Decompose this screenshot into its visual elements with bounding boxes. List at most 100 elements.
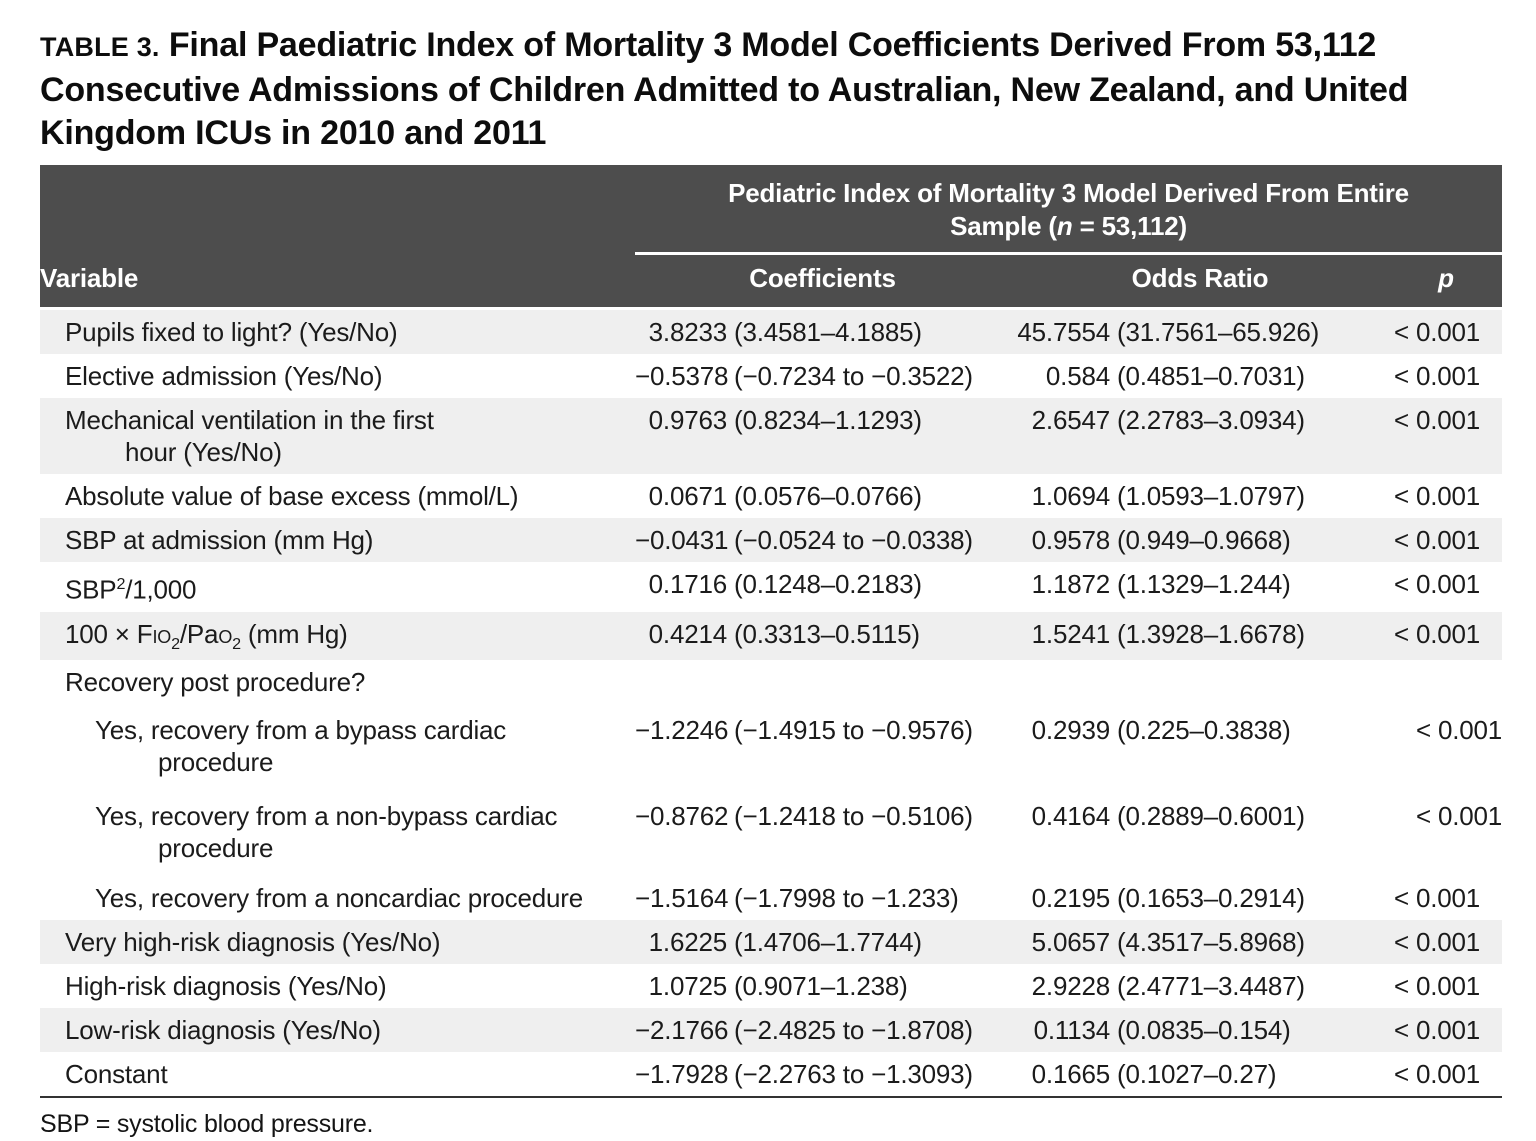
p-value-cell: < 0.001 (1390, 963, 1503, 1008)
column-header-coefficients: Coefficients (635, 253, 1010, 310)
coefficients-cell: −1.2246 (−1.4915 to −0.9576) (635, 703, 1010, 790)
odds-ratio-cell: 1.0694 (1.0593–1.0797) (1010, 474, 1390, 518)
p-value-cell (1390, 659, 1503, 704)
coefficients-cell (635, 659, 1010, 704)
coefficients-cell: 0.1716 (0.1248–0.2183) (635, 562, 1010, 612)
table-row: Pupils fixed to light? (Yes/No) 3.8233 (3.… (40, 308, 1503, 354)
table-row: SBP2/1,000 0.1716 (0.1248–0.2183) 1.1872 (1.… (40, 562, 1503, 612)
column-header-odds-ratio: Odds Ratio (1010, 253, 1390, 310)
odds-ratio-cell: 0.1134 (0.0835–0.154) (1010, 1007, 1390, 1052)
variable-cell: Low-risk diagnosis (Yes/No) (40, 1007, 635, 1052)
variable-label: SBP at admission (mm Hg) (65, 525, 374, 555)
table-row: 100 × Fio2/Pao2 (mm Hg) 0.4214 (0.3313–0.5… (40, 611, 1503, 660)
column-header-variable: Variable (40, 253, 635, 310)
variable-cell: Yes, recovery from a bypass cardiac proc… (40, 703, 635, 790)
odds-ratio-cell: 5.0657 (4.3517–5.8968) (1010, 919, 1390, 964)
variable-label: Absolute value of base excess (mmol/L) (65, 481, 519, 511)
p-value-cell: < 0.001 (1390, 308, 1503, 354)
odds-ratio-cell: 1.5241 (1.3928–1.6678) (1010, 611, 1390, 660)
p-value-cell: < 0.001 (1390, 789, 1502, 876)
coefficients-cell: 0.4214 (0.3313–0.5115) (635, 611, 1010, 660)
table-row: Mechanical ventilation in the first hour… (40, 398, 1503, 474)
variable-label: SBP2/1,000 (65, 574, 197, 605)
table-row: Yes, recovery from a noncardiac procedur… (40, 875, 1503, 920)
p-value-cell: < 0.001 (1390, 1007, 1503, 1052)
table-title-text: Final Paediatric Index of Mortality 3 Mo… (40, 26, 1409, 152)
p-value-cell: < 0.001 (1390, 398, 1503, 474)
variable-label: Pupils fixed to light? (Yes/No) (65, 317, 398, 347)
coefficients-cell: −1.7928 (−2.2763 to −1.3093) (635, 1051, 1010, 1098)
odds-ratio-cell: 2.9228 (2.4771–3.4487) (1010, 963, 1390, 1008)
p-value-cell: < 0.001 (1390, 703, 1502, 790)
coefficients-cell: −0.8762 (−1.2418 to −0.5106) (635, 789, 1010, 876)
coefficients-cell: 0.0671 (0.0576–0.0766) (635, 474, 1010, 518)
odds-ratio-cell: 45.7554 (31.7561–65.926) (1010, 308, 1390, 354)
variable-label: Mechanical ventilation in the first hour… (65, 405, 434, 467)
variable-label: 100 × Fio2/Pao2 (mm Hg) (65, 618, 348, 654)
variable-cell: 100 × Fio2/Pao2 (mm Hg) (40, 611, 635, 660)
table-row: Elective admission (Yes/No) −0.5378 (−0.72… (40, 354, 1503, 398)
p-value-cell: < 0.001 (1390, 875, 1503, 920)
p-value-cell: < 0.001 (1390, 518, 1503, 562)
variable-cell: Yes, recovery from a non-bypass cardiac … (40, 789, 635, 876)
coefficients-cell: 1.6225 (1.4706–1.7744) (635, 919, 1010, 964)
table-number-label: TABLE 3. (40, 32, 160, 62)
variable-cell: Mechanical ventilation in the first hour… (40, 398, 635, 474)
variable-cell: Yes, recovery from a noncardiac procedur… (40, 875, 635, 920)
odds-ratio-cell: 0.1665 (0.1027–0.27) (1010, 1051, 1390, 1098)
variable-label: Recovery post procedure? (65, 666, 366, 697)
p-value-cell: < 0.001 (1390, 354, 1503, 398)
p-value-cell: < 0.001 (1390, 611, 1503, 660)
variable-cell: SBP at admission (mm Hg) (40, 518, 635, 562)
odds-ratio-cell: 2.6547 (2.2783–3.0934) (1010, 398, 1390, 474)
coefficients-cell: 3.8233 (3.4581–4.1885) (635, 308, 1010, 354)
variable-cell: Very high-risk diagnosis (Yes/No) (40, 919, 635, 964)
table-row: Absolute value of base excess (mmol/L) 0.… (40, 474, 1503, 518)
variable-cell: High-risk diagnosis (Yes/No) (40, 963, 635, 1008)
odds-ratio-cell: 0.2939 (0.225–0.3838) (1010, 703, 1390, 790)
table-row: Recovery post procedure? (40, 659, 1503, 704)
header-corner-cell (40, 165, 635, 254)
variable-label: Very high-risk diagnosis (Yes/No) (65, 926, 441, 957)
p-value-cell: < 0.001 (1390, 1051, 1503, 1098)
p-value-cell: < 0.001 (1390, 474, 1503, 518)
coefficients-cell: −0.0431 (−0.0524 to −0.0338) (635, 518, 1010, 562)
table-row: Low-risk diagnosis (Yes/No) −2.1766 (−2.48… (40, 1007, 1503, 1052)
table-row: Yes, recovery from a bypass cardiac proc… (40, 703, 1502, 790)
variable-cell: Pupils fixed to light? (Yes/No) (40, 308, 635, 354)
odds-ratio-cell: 0.2195 (0.1653–0.2914) (1010, 875, 1390, 920)
model-span-header: Pediatric Index of Mortality 3 Model Der… (635, 165, 1503, 255)
table-footnote: SBP = systolic blood pressure. (40, 1109, 374, 1138)
table-row: Yes, recovery from a non-bypass cardiac … (40, 789, 1502, 876)
table-row: SBP at admission (mm Hg) −0.0431 (−0.0524 … (40, 518, 1503, 562)
variable-label: Yes, recovery from a non-bypass cardiac … (95, 800, 558, 863)
odds-ratio-cell (1010, 659, 1390, 704)
coefficients-cell: −1.5164 (−1.7998 to −1.233) (635, 875, 1010, 920)
variable-label: High-risk diagnosis (Yes/No) (65, 970, 387, 1001)
variable-label: Low-risk diagnosis (Yes/No) (65, 1014, 381, 1045)
variable-cell: Absolute value of base excess (mmol/L) (40, 474, 635, 518)
table-title: TABLE 3. Final Paediatric Index of Morta… (40, 24, 1502, 155)
column-header-p: p (1390, 253, 1503, 310)
column-header-row: Variable Coefficients Odds Ratio p (40, 253, 1503, 310)
p-value-cell: < 0.001 (1390, 919, 1503, 964)
variable-label: Elective admission (Yes/No) (65, 361, 383, 391)
odds-ratio-cell: 0.9578 (0.949–0.9668) (1010, 518, 1390, 562)
variable-label: Yes, recovery from a noncardiac procedur… (95, 882, 583, 913)
coefficients-cell: −0.5378 (−0.7234 to −0.3522) (635, 354, 1010, 398)
coefficients-cell: −2.1766 (−2.4825 to −1.8708) (635, 1007, 1010, 1052)
table-body: Pupils fixed to light? (Yes/No) 3.8233 (3.… (40, 308, 1503, 1098)
odds-ratio-cell: 1.1872 (1.1329–1.244) (1010, 562, 1390, 612)
table-row: Very high-risk diagnosis (Yes/No) 1.6225(… (40, 919, 1503, 964)
table-row: Constant −1.7928 (−2.2763 to −1.3093) 0.166… (40, 1051, 1503, 1098)
variable-label: Yes, recovery from a bypass cardiac proc… (95, 714, 507, 777)
odds-ratio-cell: 0.4164 (0.2889–0.6001) (1010, 789, 1390, 876)
variable-cell: SBP2/1,000 (40, 562, 635, 612)
variable-cell: Elective admission (Yes/No) (40, 354, 635, 398)
p-value-cell: < 0.001 (1390, 562, 1503, 612)
span-header-row: Pediatric Index of Mortality 3 Model Der… (40, 165, 1503, 255)
coefficients-cell: 0.9763 (0.8234–1.1293) (635, 398, 1010, 474)
variable-cell: Recovery post procedure? (40, 659, 635, 704)
odds-ratio-cell: 0.584 (0.4851–0.7031) (1010, 354, 1390, 398)
